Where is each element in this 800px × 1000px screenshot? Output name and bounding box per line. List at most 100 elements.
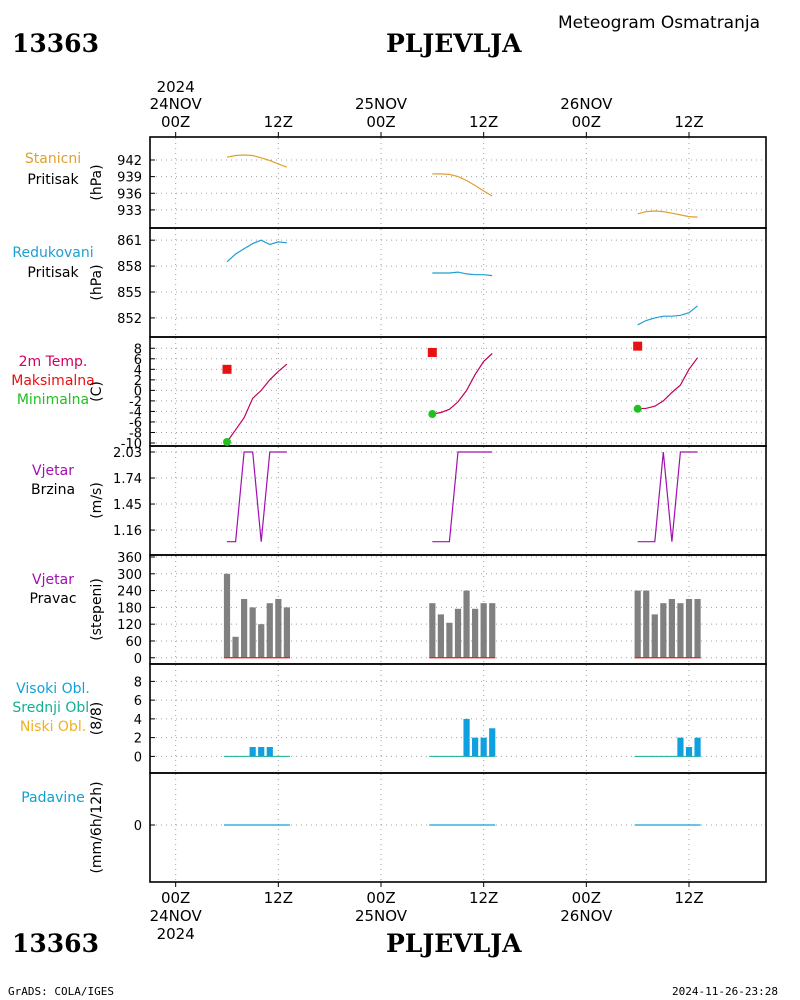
panel-label: Pritisak [27,265,79,281]
y-tick-label: 861 [117,234,142,249]
y-tick-label: 180 [117,601,142,616]
y-tick-label: 8 [134,342,142,357]
min-temp-marker [633,404,642,413]
top-day-label: 24NOV [150,95,203,113]
panel-label: Srednji Obl. [12,700,93,716]
panel-label: Pritisak [27,172,79,188]
bottom-day-label: 26NOV [560,907,613,925]
top-day-label: 25NOV [355,95,408,113]
y-tick-label: 0 [134,819,142,834]
series-line [226,154,288,168]
panel-label: Padavine [21,790,85,806]
bottom-hour-label: 00Z [161,889,190,907]
y-tick-label: 4 [134,363,142,378]
bottom-hour-label: 12Z [469,889,498,907]
wind-direction-bar [454,608,462,658]
panel-label: Vjetar [32,572,74,588]
bottom-day-label: 24NOV [150,907,203,925]
y-tick-label: 240 [117,585,142,600]
bottom-day-label: 25NOV [355,907,408,925]
wind-direction-bar [283,607,290,658]
high-cloud-bar [677,737,684,757]
high-cloud-bar [685,747,693,757]
wind-direction-bar [643,590,650,658]
wind-direction-bar [232,636,239,658]
timestamp-label: 2024-11-26-23:28 [672,985,778,998]
top-hour-label: 12Z [264,113,293,131]
y-tick-label: 2 [134,732,142,747]
panel-unit-label: (C) [89,381,105,402]
wind-direction-bar [668,598,675,658]
high-cloud-bar [694,737,701,757]
wind-direction-bar [651,614,658,658]
series-line [226,363,288,443]
y-tick-label: -4 [129,405,142,420]
wind-direction-bar [677,603,684,658]
top-day-label: 26NOV [560,95,613,113]
wind-direction-bar [634,590,641,658]
panel-unit-label: (8/8) [89,702,105,735]
wind-direction-bar [685,598,693,658]
station-name-bottom: PLJEVLJA [386,929,522,958]
chart-title: Meteogram Osmatranja [558,13,761,33]
wind-direction-bar [249,607,256,658]
series-line [637,210,698,218]
panel-frame [149,772,767,883]
station-id-bottom: 13363 [12,929,99,958]
bottom-hour-label: 12Z [674,889,703,907]
panel-label: Stanicni [25,151,81,167]
panel-label: Visoki Obl. [16,681,90,697]
y-tick-label: 939 [117,171,142,186]
y-tick-label: 0 [134,652,142,667]
y-tick-label: 942 [117,154,142,169]
bottom-year-label: 2024 [157,925,195,943]
max-temp-marker [222,364,232,374]
top-hour-label: 12Z [674,113,703,131]
top-hour-label: 12Z [469,113,498,131]
min-temp-marker [223,437,231,446]
panel-label: Minimalna [17,392,89,408]
wind-direction-bar [463,590,470,658]
top-year-label: 2024 [157,78,195,96]
y-tick-label: 2 [134,374,142,389]
top-hour-label: 00Z [366,113,395,131]
y-tick-label: 858 [117,260,142,275]
series-line [432,353,493,415]
y-tick-label: 936 [117,187,142,202]
bottom-hour-label: 12Z [264,889,293,907]
wind-direction-bar [241,598,248,658]
y-tick-label: 933 [117,204,142,219]
y-tick-label: -2 [129,395,142,410]
y-tick-label: 855 [117,286,142,301]
high-cloud-bar [472,737,479,757]
high-cloud-bar [463,718,470,757]
series-line [432,173,493,197]
wind-direction-bar [266,603,273,658]
wind-direction-bar [489,603,496,658]
max-temp-marker [633,341,643,351]
credit-label: GrADS: COLA/IGES [8,985,114,998]
wind-direction-bar [429,603,436,658]
high-cloud-bar [249,747,256,757]
bottom-hour-label: 00Z [572,889,601,907]
y-tick-label: 8 [134,675,142,690]
series-line [637,357,699,410]
panel-label: Maksimalna [11,373,95,389]
series-line [432,271,493,277]
series-line [637,305,698,326]
series-line [432,451,493,543]
panel-label: Niski Obl. [20,719,86,735]
panel-label: 2m Temp. [19,354,88,370]
y-tick-label: -6 [129,416,142,431]
wind-direction-bar [660,603,667,658]
y-tick-label: 2.03 [113,446,142,461]
high-cloud-bar [258,747,265,757]
wind-direction-bar [694,598,701,658]
max-temp-marker [427,347,437,357]
y-tick-label: 6 [134,694,142,709]
panel-label: Pravac [29,591,76,607]
y-tick-label: 0 [134,750,142,765]
wind-direction-bar [275,598,282,658]
y-tick-label: 1.74 [113,472,142,487]
